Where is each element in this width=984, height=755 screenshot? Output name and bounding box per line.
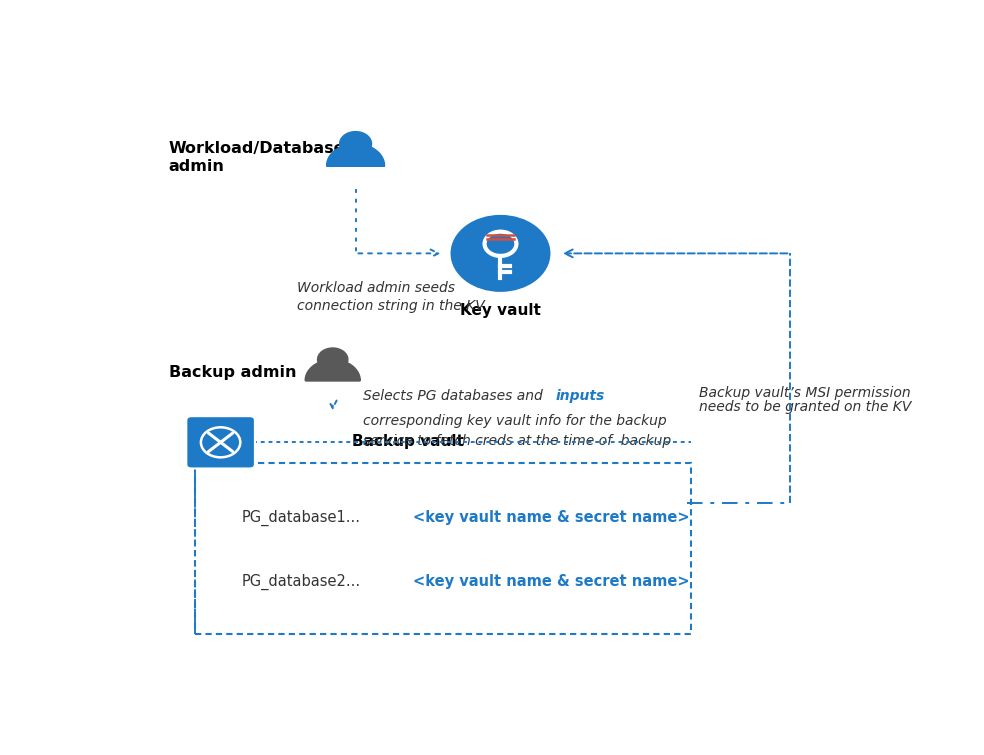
Text: PG_database2...: PG_database2... — [241, 574, 360, 590]
FancyBboxPatch shape — [186, 416, 255, 468]
Polygon shape — [305, 359, 360, 381]
Text: PG_database1...: PG_database1... — [241, 510, 360, 526]
Text: inputs: inputs — [555, 389, 604, 403]
Circle shape — [339, 131, 372, 156]
Text: Backup vault: Backup vault — [352, 433, 463, 448]
Text: Backup vault’s MSI permission: Backup vault’s MSI permission — [699, 386, 910, 400]
Text: Selects PG databases and: Selects PG databases and — [363, 389, 547, 403]
Circle shape — [318, 348, 348, 371]
Polygon shape — [327, 143, 385, 166]
Text: Key vault: Key vault — [461, 303, 541, 318]
Text: Workload/Database
admin: Workload/Database admin — [169, 140, 345, 174]
Text: needs to be granted on the KV: needs to be granted on the KV — [699, 400, 911, 414]
Text: <key vault name & secret name>: <key vault name & secret name> — [413, 575, 690, 590]
Circle shape — [453, 217, 549, 290]
Bar — [196, 463, 691, 634]
Text: <key vault name & secret name>: <key vault name & secret name> — [413, 510, 690, 525]
Text: Workload admin seeds
connection string in the KV: Workload admin seeds connection string i… — [297, 281, 485, 313]
Text: Backup admin: Backup admin — [169, 365, 296, 380]
Text: corresponding key vault info for the backup
service to fetch creds at the time o: corresponding key vault info for the bac… — [363, 414, 671, 448]
